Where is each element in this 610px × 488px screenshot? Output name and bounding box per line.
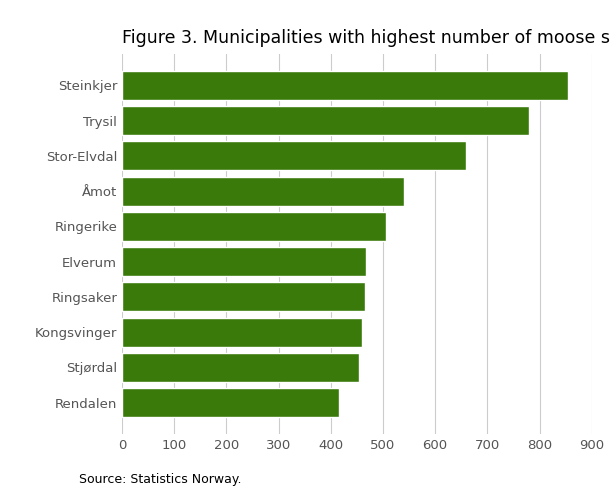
Bar bbox=[122, 142, 467, 170]
Bar bbox=[122, 212, 386, 241]
Bar bbox=[122, 388, 339, 417]
Text: Figure 3. Municipalities with highest number of moose shot. 2013/2014*: Figure 3. Municipalities with highest nu… bbox=[122, 29, 610, 46]
Bar bbox=[122, 71, 568, 100]
Bar bbox=[122, 106, 529, 135]
Bar bbox=[122, 318, 362, 346]
Bar bbox=[122, 353, 359, 382]
Bar bbox=[122, 283, 365, 311]
Bar bbox=[122, 177, 404, 205]
Bar bbox=[122, 247, 366, 276]
Text: Source: Statistics Norway.: Source: Statistics Norway. bbox=[79, 472, 242, 486]
